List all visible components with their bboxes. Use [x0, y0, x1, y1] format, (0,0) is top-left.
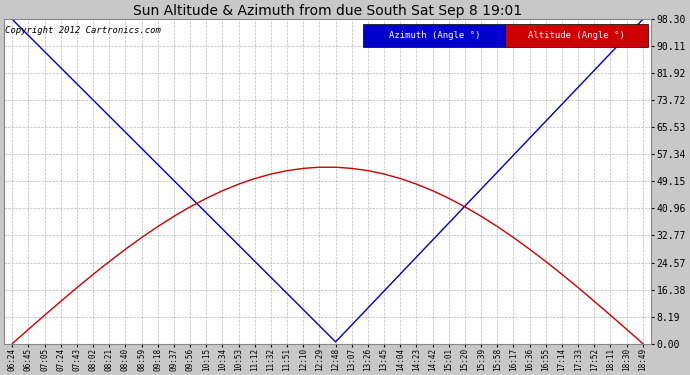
FancyBboxPatch shape	[363, 24, 505, 47]
Title: Sun Altitude & Azimuth from due South Sat Sep 8 19:01: Sun Altitude & Azimuth from due South Sa…	[133, 4, 522, 18]
Text: Altitude (Angle °): Altitude (Angle °)	[528, 31, 625, 40]
Text: Azimuth (Angle °): Azimuth (Angle °)	[388, 31, 480, 40]
FancyBboxPatch shape	[505, 24, 648, 47]
Text: Copyright 2012 Cartronics.com: Copyright 2012 Cartronics.com	[6, 26, 161, 35]
